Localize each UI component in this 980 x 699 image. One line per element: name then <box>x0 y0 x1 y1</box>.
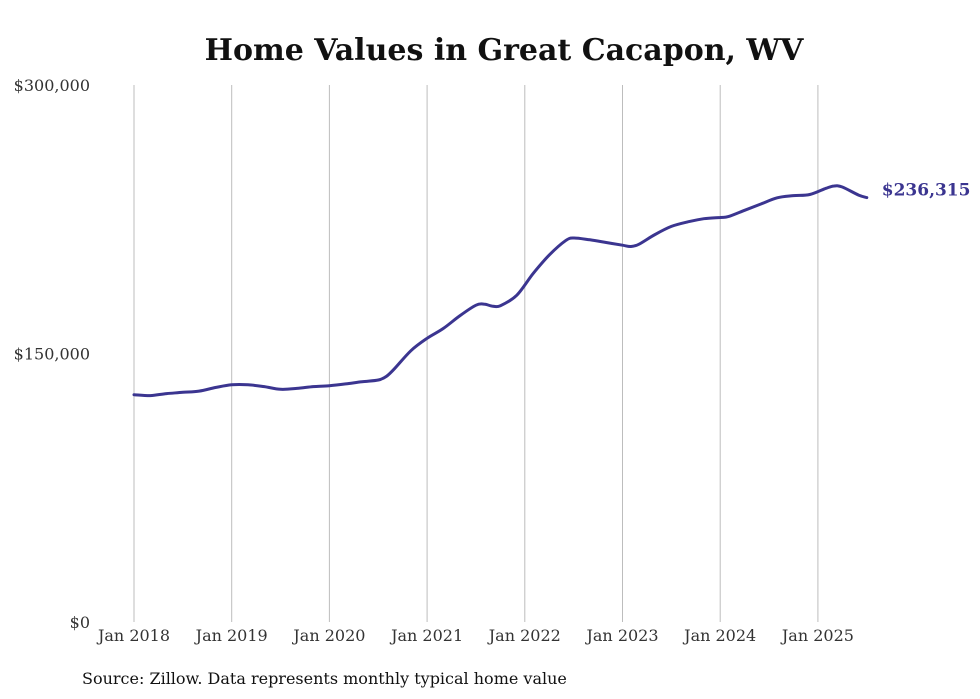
x-tick-label: Jan 2019 <box>194 626 268 645</box>
home-value-line <box>132 184 869 398</box>
gridlines <box>133 85 819 622</box>
x-tick-label: Jan 2024 <box>682 626 756 645</box>
x-tick-label: Jan 2025 <box>780 626 854 645</box>
y-tick-label: $0 <box>70 613 90 632</box>
x-tick-label: Jan 2021 <box>389 626 463 645</box>
y-tick-label: $300,000 <box>14 76 90 95</box>
latest-value-label: $236,315 <box>882 181 971 201</box>
x-tick-label: Jan 2020 <box>291 626 365 645</box>
y-axis-ticks: $0 $150,000 $300,000 <box>14 76 90 632</box>
x-tick-label: Jan 2023 <box>584 626 658 645</box>
source-note: Source: Zillow. Data represents monthly … <box>82 669 567 688</box>
x-tick-label: Jan 2022 <box>487 626 561 645</box>
y-tick-label: $150,000 <box>14 345 90 364</box>
chart-title: Home Values in Great Cacapon, WV <box>205 33 805 68</box>
x-tick-label: Jan 2018 <box>96 626 170 645</box>
x-axis-ticks: Jan 2018 Jan 2019 Jan 2020 Jan 2021 Jan 2022… <box>96 626 854 645</box>
